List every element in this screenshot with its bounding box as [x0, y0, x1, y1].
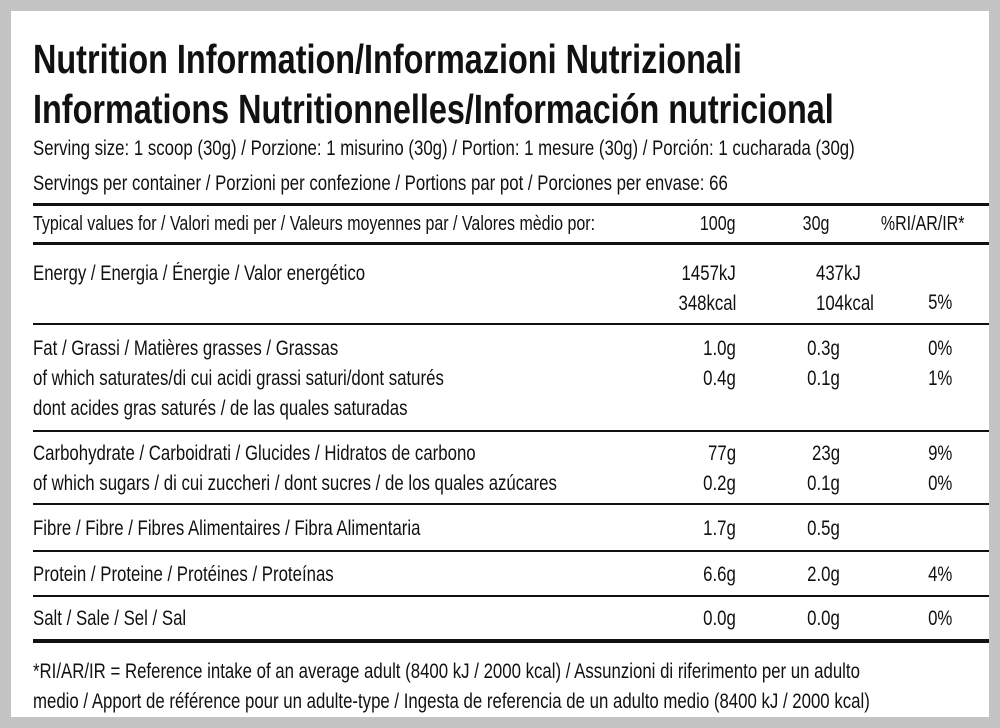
- value-100g: 1457kJ: [681, 261, 736, 285]
- value-30g: 23g: [811, 441, 840, 465]
- value-100g: 0.2g: [703, 471, 736, 495]
- value-30g: 0.1g: [807, 471, 840, 495]
- value-ri: 5%: [927, 290, 952, 314]
- value-100g: 0.0g: [703, 606, 736, 630]
- value-ri: 1%: [927, 366, 952, 390]
- title: Nutrition Information/Informazioni Nutri…: [33, 35, 742, 82]
- value-ri: 4%: [927, 562, 952, 586]
- value-30g: 0.1g: [807, 366, 840, 390]
- value-ri: 0%: [927, 606, 952, 630]
- column-header: 30g: [802, 213, 829, 235]
- divider: [33, 595, 989, 597]
- nutrient-label: Fibre / Fibre / Fibres Alimentaires / Fi…: [33, 516, 421, 540]
- value-100g: 1.7g: [703, 516, 736, 540]
- divider: [33, 503, 989, 505]
- column-header: 100g: [699, 213, 735, 235]
- title: Informations Nutritionnelles/Información…: [33, 85, 834, 132]
- nutrient-label: of which sugars / di cui zuccheri / dont…: [33, 471, 557, 495]
- divider: [33, 430, 989, 432]
- divider: [33, 241, 989, 245]
- serving-size: Serving size: 1 scoop (30g) / Porzione: …: [33, 136, 855, 160]
- value-100g: 77g: [707, 441, 736, 465]
- servings-per-container: Servings per container / Porzioni per co…: [33, 171, 728, 195]
- value-30g: 2.0g: [807, 562, 840, 586]
- value-30g: 104kcal: [816, 291, 874, 315]
- nutrient-label: of which saturates/di cui acidi grassi s…: [33, 366, 444, 390]
- column-header: Typical values for / Valori medi per / V…: [33, 213, 596, 235]
- value-ri: 0%: [927, 336, 952, 360]
- divider: [33, 323, 989, 325]
- value-100g: 0.4g: [703, 366, 736, 390]
- nutrient-label: Fat / Grassi / Matières grasses / Grassa…: [33, 336, 339, 360]
- footnote: *RI/AR/IR = Reference intake of an avera…: [33, 659, 860, 683]
- value-100g: 6.6g: [703, 562, 736, 586]
- nutrient-label: Protein / Proteine / Protéines / Proteín…: [33, 562, 334, 586]
- value-100g: 348kcal: [678, 291, 736, 315]
- value-100g: 1.0g: [703, 336, 736, 360]
- nutrient-label: Energy / Energia / Énergie / Valor energ…: [33, 261, 366, 285]
- value-ri: 9%: [927, 441, 952, 465]
- value-30g: 437kJ: [816, 261, 861, 285]
- nutrient-label: Salt / Sale / Sel / Sal: [33, 606, 187, 630]
- nutrient-label: Carbohydrate / Carboidrati / Glucides / …: [33, 441, 476, 465]
- divider: [33, 550, 989, 552]
- divider: [33, 639, 989, 643]
- value-30g: 0.0g: [807, 606, 840, 630]
- footnote: medio / Apport de référence pour un adul…: [33, 689, 870, 713]
- value-30g: 0.5g: [807, 516, 840, 540]
- nutrient-label: dont acides gras saturés / de las quales…: [33, 396, 408, 420]
- value-30g: 0.3g: [807, 336, 840, 360]
- column-header: %RI/AR/IR*: [880, 213, 964, 235]
- divider: [33, 202, 989, 206]
- value-ri: 0%: [927, 471, 952, 495]
